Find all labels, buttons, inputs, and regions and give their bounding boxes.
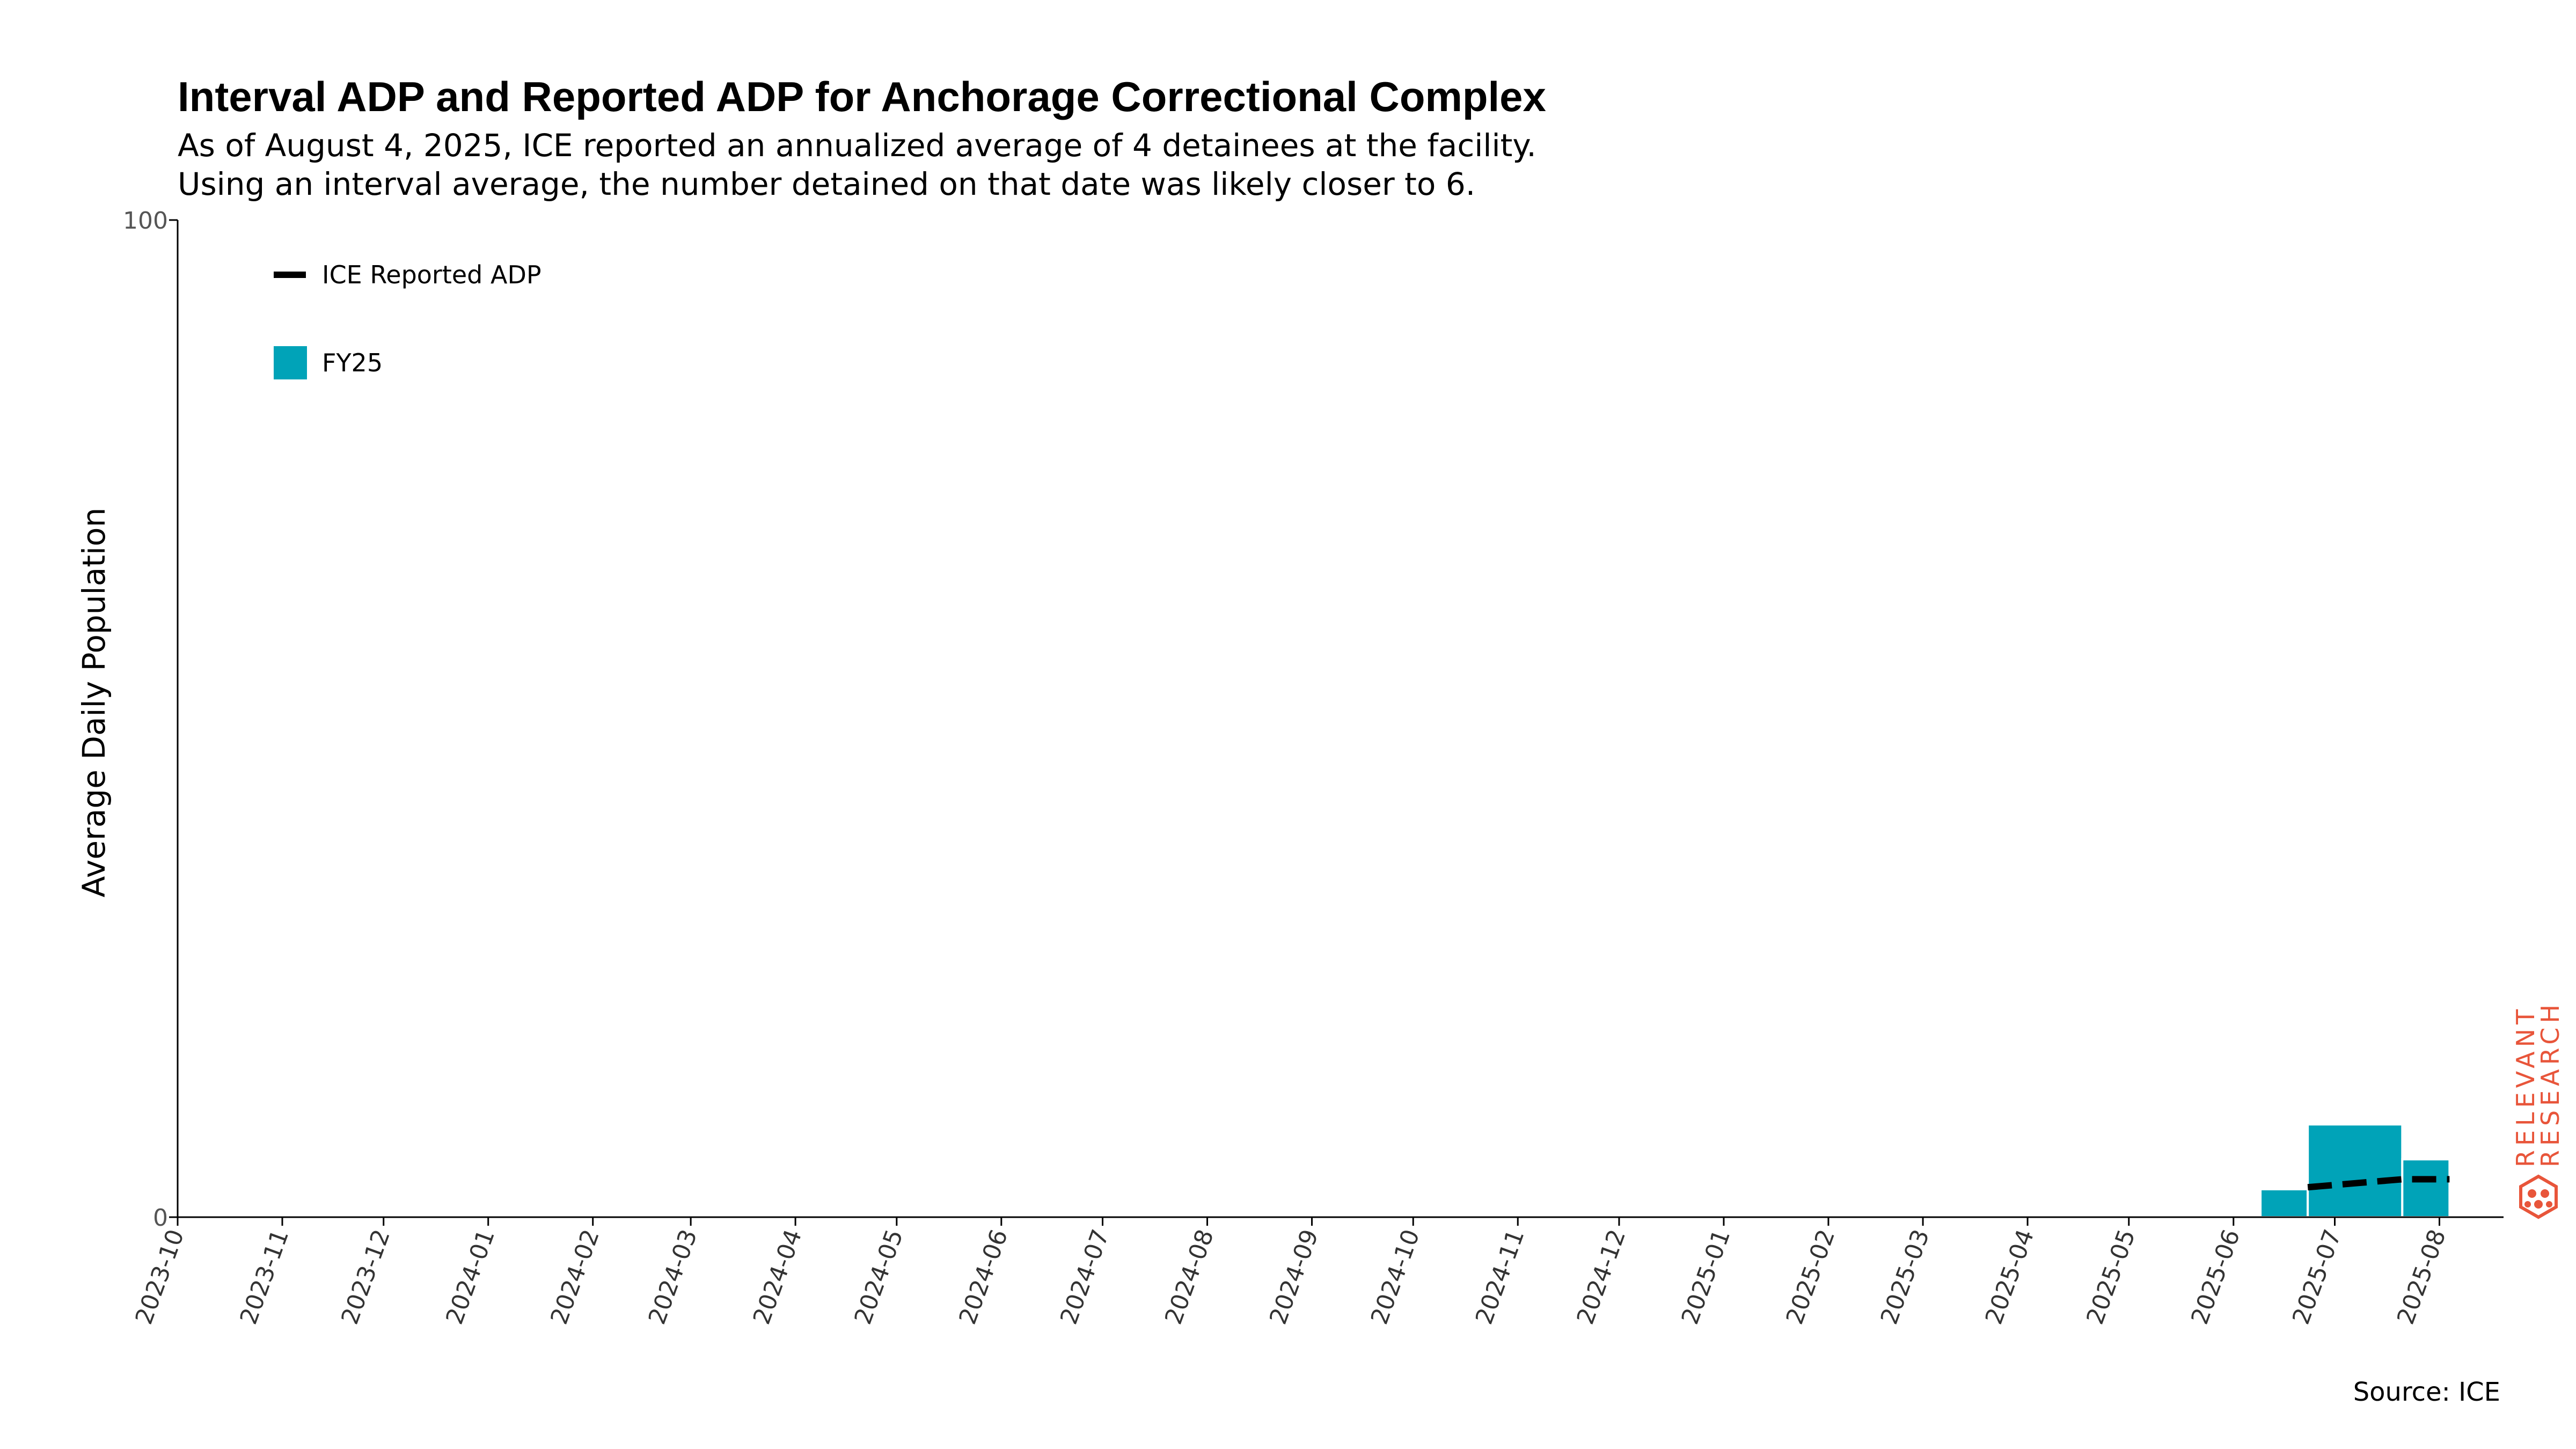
logo-wordmark-line-1: RELEVANT (2512, 1005, 2540, 1167)
axes-layer: 0 100 Average Daily Population 2023-10 2023-… (76, 207, 2504, 1328)
x-tick-label-12: 2024-10 (1366, 1226, 1425, 1328)
logo-hexagon-icon (2519, 1174, 2558, 1219)
x-tick-label-22: 2025-08 (2392, 1226, 2451, 1328)
x-tick-label-19: 2025-05 (2081, 1226, 2141, 1328)
bar-fy25-1 (2307, 1123, 2404, 1219)
y-axis-label: Average Daily Population (76, 508, 112, 898)
x-tick-label-10: 2024-08 (1160, 1226, 1219, 1328)
x-tick-label-9: 2024-07 (1055, 1226, 1115, 1328)
chart-subtitle-line-1: As of August 4, 2025, ICE reported an an… (178, 127, 1536, 164)
bars-layer (2259, 1123, 2451, 1219)
x-tick-label-8: 2024-06 (954, 1226, 1013, 1328)
x-tick-label-17: 2025-03 (1876, 1226, 1935, 1328)
x-tick-label-1: 2023-11 (235, 1226, 295, 1328)
x-tick-label-4: 2024-02 (545, 1226, 605, 1328)
y-tick-label-0: 0 (153, 1204, 168, 1232)
x-tick-label-0: 2023-10 (130, 1226, 190, 1328)
bar-fy25-2 (2401, 1158, 2451, 1219)
x-tick-label-3: 2024-01 (441, 1226, 500, 1328)
logo-wordmark-line-2: RESEARCH (2536, 1000, 2565, 1167)
legend-swatch-fy25 (274, 346, 307, 379)
bar-fy25-0 (2259, 1188, 2309, 1219)
legend-label-fy25: FY25 (322, 348, 383, 377)
line-layer (2307, 1176, 2450, 1191)
x-tick-label-7: 2024-05 (849, 1226, 909, 1328)
x-tick-label-18: 2025-04 (1980, 1226, 2040, 1328)
source-note: Source: ICE (2353, 1377, 2500, 1407)
x-tick-label-11: 2024-09 (1264, 1226, 1324, 1328)
legend: ICE Reported ADP FY25 (274, 260, 541, 379)
line-ice-reported-adp (2307, 1176, 2450, 1191)
x-tick-label-21: 2025-07 (2287, 1226, 2347, 1328)
y-tick-label-1: 100 (123, 207, 168, 235)
x-tick-label-16: 2025-02 (1781, 1226, 1840, 1328)
chart-subtitle-line-2: Using an interval average, the number de… (178, 166, 1476, 202)
chart-title: Interval ADP and Reported ADP for Anchor… (178, 73, 1546, 120)
x-tick-label-14: 2024-12 (1571, 1226, 1631, 1328)
x-tick-label-6: 2024-04 (748, 1226, 808, 1328)
x-tick-label-20: 2025-06 (2186, 1226, 2245, 1328)
legend-label-ice-reported-adp: ICE Reported ADP (322, 260, 541, 289)
x-tick-label-13: 2024-11 (1470, 1226, 1530, 1328)
x-tick-label-5: 2024-03 (643, 1226, 703, 1328)
x-tick-label-2: 2023-12 (336, 1226, 396, 1328)
x-tick-label-15: 2025-01 (1676, 1226, 1736, 1328)
